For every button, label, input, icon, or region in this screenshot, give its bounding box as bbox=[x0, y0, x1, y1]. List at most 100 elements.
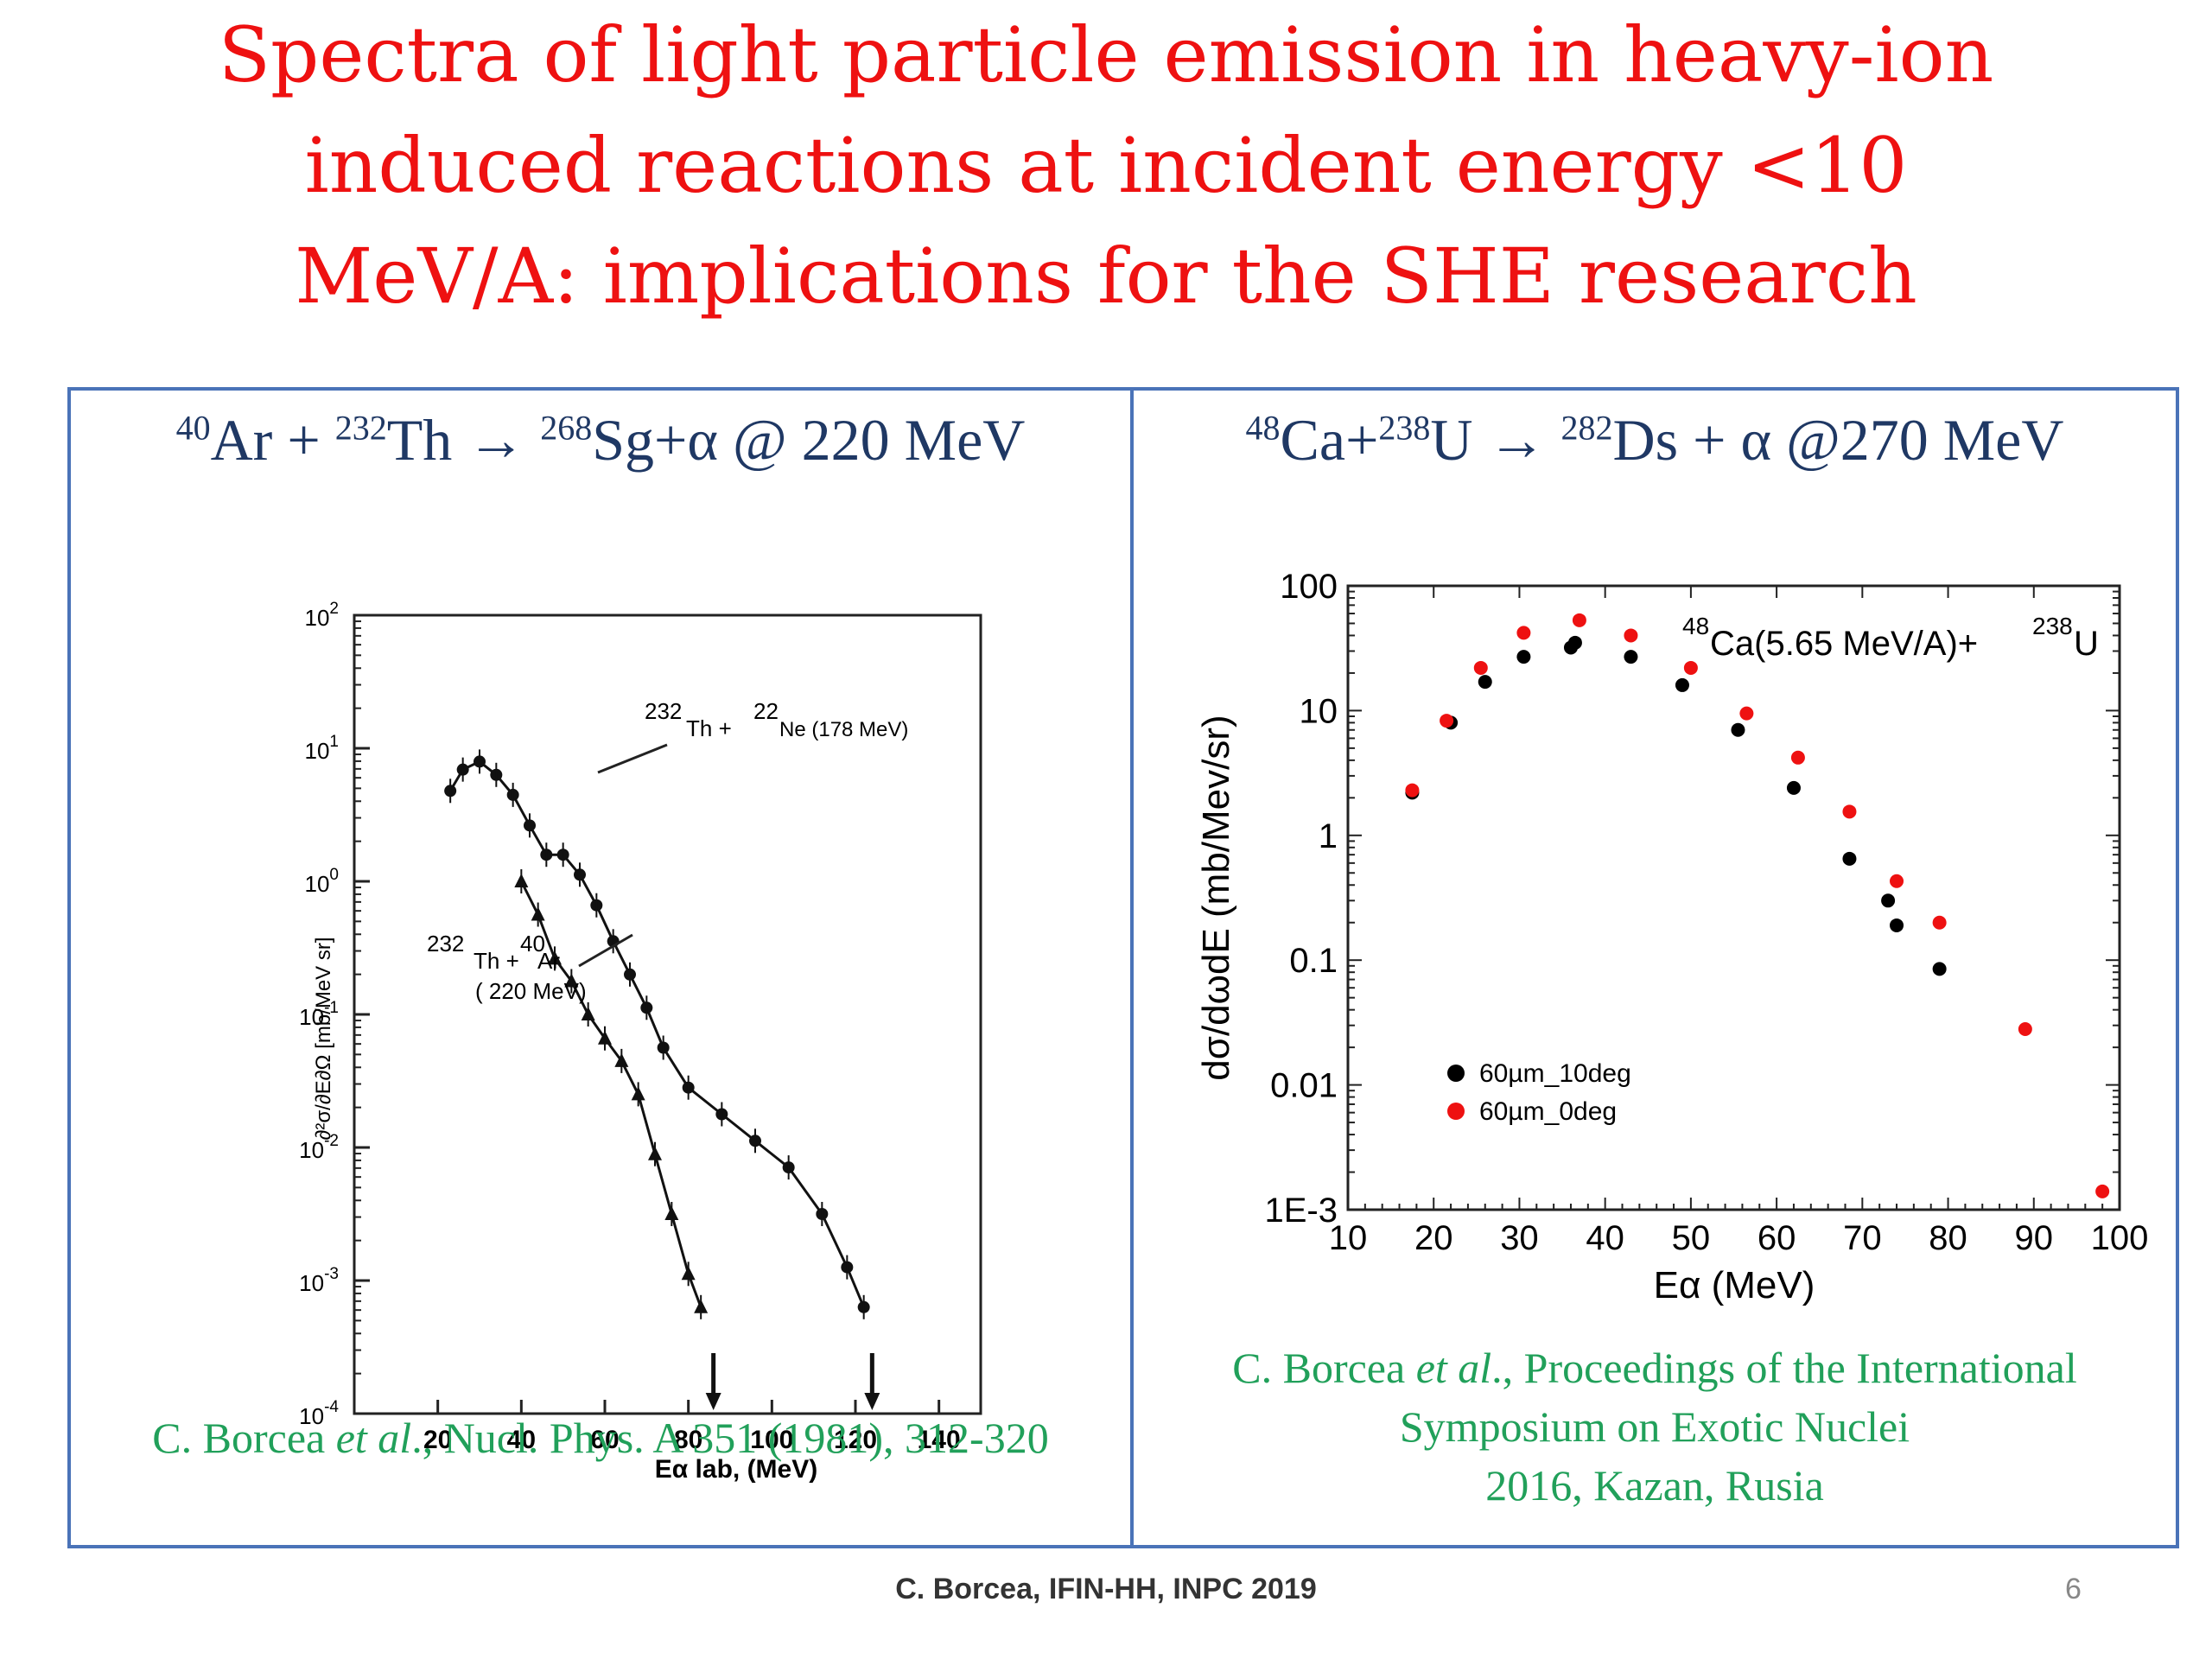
right-point-series-1 bbox=[1624, 628, 1638, 643]
legend-black-label: 60µm_10deg bbox=[1479, 1059, 1631, 1088]
left-x-tick-label: 120 bbox=[834, 1426, 877, 1454]
left-annot-ar-iso: 232 bbox=[427, 931, 464, 957]
right-point-series-0 bbox=[1932, 962, 1947, 976]
right-citation: C. Borcea et al., Proceedings of the Int… bbox=[1134, 1338, 2176, 1515]
left-arrow-head bbox=[705, 1393, 721, 1410]
left-citation-author: C. Borcea bbox=[152, 1414, 336, 1462]
right-point-series-0 bbox=[1675, 677, 1689, 692]
right-point-series-1 bbox=[1739, 706, 1754, 721]
right-point-series-0 bbox=[1881, 893, 1896, 908]
right-point-series-0 bbox=[1890, 918, 1904, 932]
right-point-series-1 bbox=[1516, 626, 1531, 640]
right-y-tick-label: 0.01 bbox=[1270, 1067, 1338, 1105]
right-point-series-1 bbox=[1790, 750, 1805, 765]
left-reaction-title: 40Ar + 232Th → 268Sg+α @ 220 MeV bbox=[71, 406, 1130, 474]
left-annot-ar-energy: ( 220 MeV) bbox=[475, 978, 587, 1004]
right-x-tick-label: 40 bbox=[1586, 1219, 1624, 1257]
left-y-axis-label: ∂²σ/∂E∂Ω [mb/MeV sr] bbox=[312, 937, 335, 1140]
left-y-tick-label: 10-1 bbox=[299, 999, 339, 1030]
left-annot-ne-proj: Ne (178 MeV) bbox=[779, 718, 908, 741]
right-point-series-1 bbox=[2095, 1184, 2110, 1198]
right-annot-mass2: 238 bbox=[2032, 613, 2073, 639]
left-y-tick-label: 100 bbox=[305, 866, 340, 897]
left-x-tick-label: 60 bbox=[590, 1426, 619, 1454]
left-reaction-mass-b: 232 bbox=[334, 408, 387, 448]
right-reaction-title: 48Ca+238U → 282Ds + α @270 MeV bbox=[1134, 406, 2176, 474]
right-citation-etal: et al bbox=[1415, 1344, 1492, 1392]
right-x-axis-label: Eα (MeV) bbox=[1654, 1264, 1815, 1306]
right-x-tick-label: 100 bbox=[2091, 1219, 2149, 1257]
left-annot-ne-mass: 22 bbox=[753, 698, 779, 724]
right-citation-line-2: Symposium on Exotic Nuclei bbox=[1399, 1402, 1910, 1451]
right-citation-rest: ., Proceedings of the International bbox=[1491, 1344, 2077, 1392]
right-point-series-0 bbox=[1842, 851, 1857, 866]
right-y-tick-label: 10 bbox=[1300, 692, 1338, 730]
right-panel: 48Ca+238U → 282Ds + α @270 MeV 10 20 30 40 5… bbox=[1130, 387, 2179, 1548]
left-panel: 40Ar + 232Th → 268Sg+α @ 220 MeV 20 40 60 8… bbox=[67, 387, 1134, 1548]
left-y-tick-label: 10-4 bbox=[299, 1398, 339, 1429]
right-point-series-1 bbox=[1842, 804, 1857, 819]
left-citation-rest: ., Nucl. Phys. A 351 (1981), 312-320 bbox=[411, 1414, 1049, 1462]
left-annot-ar-pointer bbox=[578, 933, 633, 968]
right-annot-mass1: 48 bbox=[1682, 613, 1709, 639]
right-chart: 10 20 30 40 50 60 70 80 90 100 100 10 1 0.1 0.01 1E-3 4… bbox=[1195, 568, 2149, 1306]
right-point-series-1 bbox=[1473, 660, 1488, 675]
right-point-series-0 bbox=[1731, 722, 1745, 737]
left-annot-ne-iso: 232 bbox=[645, 698, 682, 724]
right-x-tick-label: 70 bbox=[1843, 1219, 1882, 1257]
legend-black-marker bbox=[1447, 1065, 1465, 1082]
right-point-series-1 bbox=[1440, 714, 1454, 728]
right-point-series-1 bbox=[2018, 1022, 2032, 1037]
right-point-series-0 bbox=[1516, 650, 1531, 664]
right-x-tick-label: 50 bbox=[1672, 1219, 1711, 1257]
right-reaction-mass-b: 238 bbox=[1378, 408, 1431, 448]
left-x-tick-label: 100 bbox=[750, 1426, 793, 1454]
left-y-tick-label: 102 bbox=[305, 600, 340, 631]
left-annot-ne-sym: Th + bbox=[686, 715, 732, 741]
legend-red-marker bbox=[1447, 1103, 1465, 1120]
right-reaction-sym-a: Ca+ bbox=[1280, 407, 1379, 473]
right-y-tick-label: 1E-3 bbox=[1265, 1192, 1338, 1230]
page-number: 6 bbox=[2065, 1573, 2082, 1605]
right-y-axis-label: dσ/dωdE (mb/Mev/sr) bbox=[1195, 715, 1237, 1080]
slide-footer: C. Borcea, IFIN-HH, INPC 2019 bbox=[895, 1573, 1317, 1605]
right-point-series-1 bbox=[1932, 915, 1947, 930]
left-series-line-0 bbox=[448, 760, 866, 1308]
right-y-tick-label: 0.1 bbox=[1289, 942, 1338, 980]
left-arrow-head bbox=[864, 1393, 880, 1410]
right-point-series-0 bbox=[1786, 780, 1801, 795]
right-reaction-mass-a: 48 bbox=[1245, 408, 1281, 448]
right-point-series-0 bbox=[1567, 635, 1582, 650]
left-citation-etal: et al bbox=[335, 1414, 412, 1462]
title-line-1: Spectra of light particle emission in he… bbox=[218, 10, 1994, 99]
right-point-series-0 bbox=[1624, 650, 1638, 664]
left-x-tick-label: 20 bbox=[423, 1426, 452, 1454]
left-reaction-sym-c: Sg+α @ 220 MeV bbox=[592, 407, 1026, 473]
right-citation-author: C. Borcea bbox=[1232, 1344, 1416, 1392]
left-annot-ne-pointer bbox=[597, 743, 668, 774]
left-reaction-mass-c: 268 bbox=[540, 408, 593, 448]
right-reaction-mass-c: 282 bbox=[1560, 408, 1613, 448]
left-y-tick-label: 10-2 bbox=[299, 1132, 339, 1163]
left-citation: C. Borcea et al., Nucl. Phys. A 351 (198… bbox=[71, 1408, 1130, 1467]
left-x-tick-label: 40 bbox=[507, 1426, 536, 1454]
left-chart: 20 40 60 80 100 120 140 102 101 100 10-1 10-2 10-3 10… bbox=[299, 600, 982, 1484]
right-point-series-1 bbox=[1405, 783, 1420, 798]
right-point-series-1 bbox=[1890, 874, 1904, 888]
right-reaction-sym-b: U → bbox=[1430, 407, 1561, 473]
left-reaction-sym-b: Th → bbox=[386, 407, 541, 473]
right-citation-line-1: C. Borcea et al., Proceedings of the Int… bbox=[1134, 1338, 2176, 1397]
legend-red-label: 60µm_0deg bbox=[1479, 1097, 1617, 1126]
right-x-tick-label: 10 bbox=[1329, 1219, 1368, 1257]
right-point-series-0 bbox=[1478, 675, 1492, 690]
right-x-tick-label: 80 bbox=[1929, 1219, 1967, 1257]
slide-title: Spectra of light particle emission in he… bbox=[69, 0, 2143, 332]
left-y-tick-label: 10-3 bbox=[299, 1265, 339, 1296]
left-reaction-mass-a: 40 bbox=[175, 408, 211, 448]
left-annot-ar-mass: 40 bbox=[520, 931, 545, 957]
left-x-axis-label: Eα lab, (MeV) bbox=[655, 1455, 817, 1484]
left-x-tick-label: 140 bbox=[918, 1426, 961, 1454]
title-line-2: induced reactions at incident energy <10 bbox=[304, 121, 1908, 210]
right-x-tick-label: 20 bbox=[1414, 1219, 1453, 1257]
left-reaction-sym-a: Ar + bbox=[210, 407, 335, 473]
